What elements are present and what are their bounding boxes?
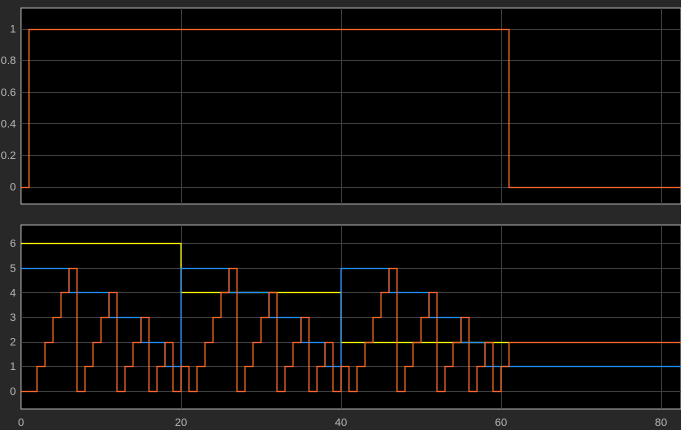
- y-tick-label: 1: [10, 361, 16, 373]
- x-tick-label: 40: [335, 417, 347, 429]
- y-tick-label: 0.2: [1, 150, 16, 162]
- y-tick-label: 0: [10, 182, 16, 194]
- y-tick-label: 5: [10, 263, 16, 275]
- y-tick-label: 0.4: [1, 118, 16, 130]
- x-tick-label: 20: [175, 417, 187, 429]
- x-tick-label: 60: [495, 417, 507, 429]
- axes-1: 0 0.2 0.4 0.6 0.8 1: [1, 7, 681, 205]
- plot-area: [20, 7, 681, 205]
- x-tick-label: 80: [655, 417, 667, 429]
- series-line-1: [21, 28, 681, 189]
- y-tick-label: 0.6: [1, 87, 16, 99]
- y-tick-label: 2: [10, 337, 16, 349]
- series-line-3: [21, 267, 681, 393]
- x-tick-label: 0: [18, 417, 24, 429]
- y-tick-label: 3: [10, 312, 16, 324]
- y-tick-label: 0: [10, 386, 16, 398]
- y-tick-label: 6: [10, 238, 16, 250]
- y-tick-label: 0.8: [1, 55, 16, 67]
- y-tick-label: 1: [10, 24, 16, 36]
- y-tick-label: 4: [10, 287, 16, 299]
- series-line-2: [21, 267, 681, 368]
